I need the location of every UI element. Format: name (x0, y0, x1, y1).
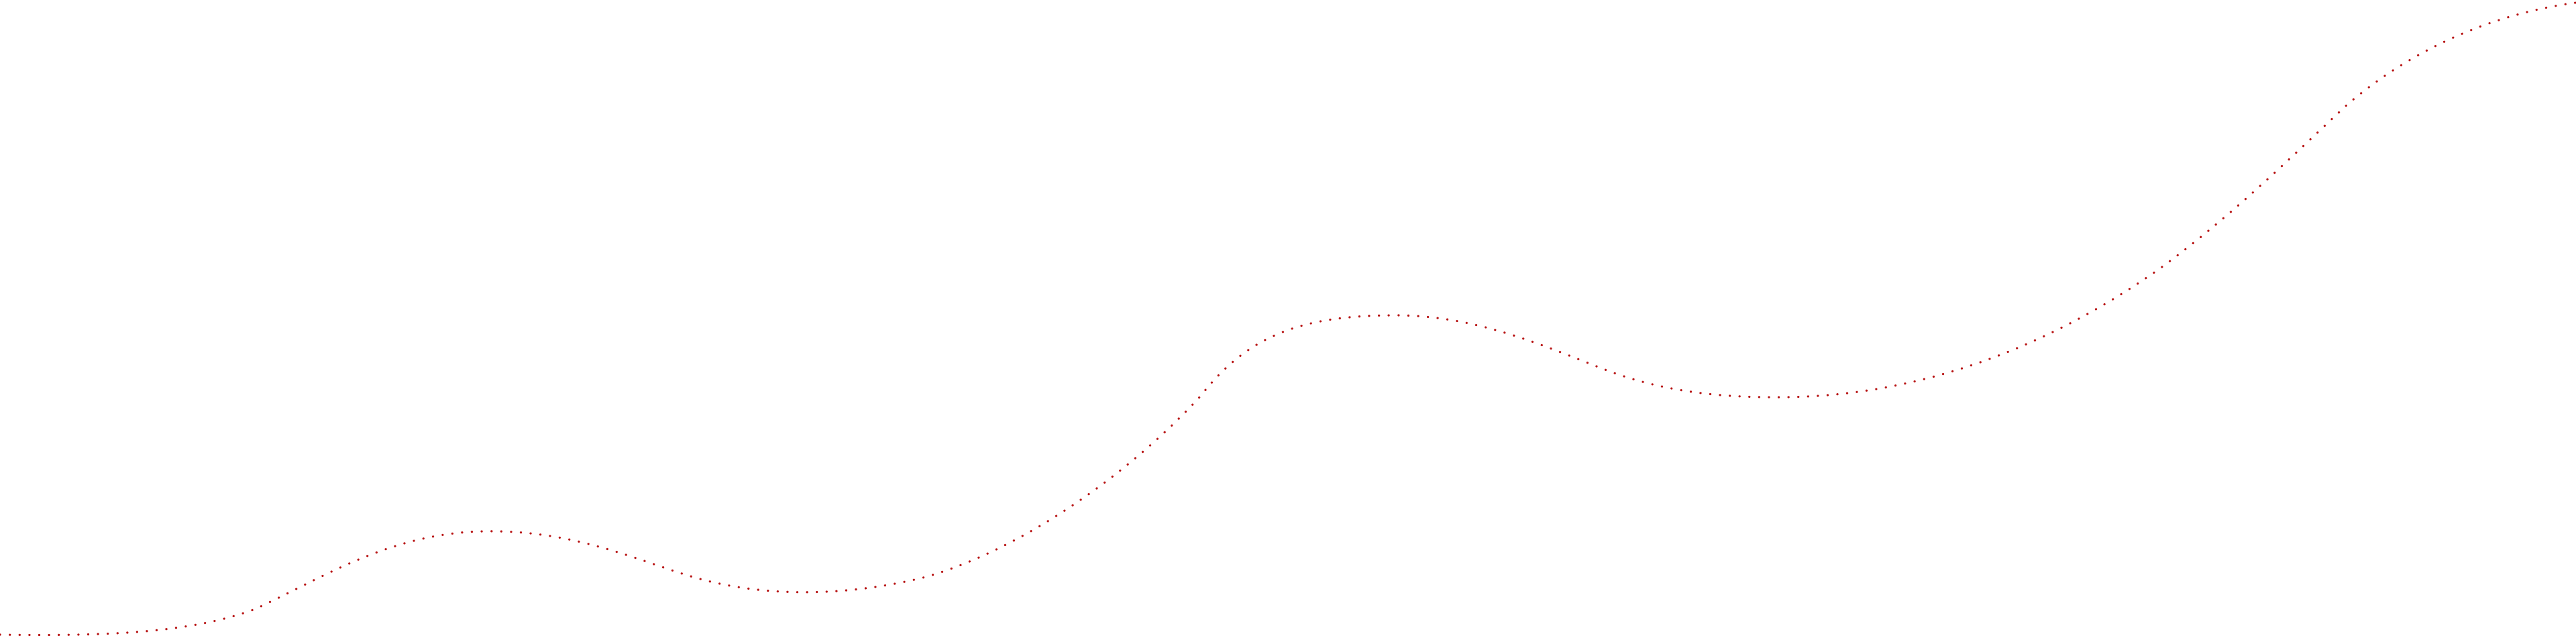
decorative-wave-graphic (0, 1, 2576, 637)
dotted-wave-line (0, 1, 2576, 637)
canvas (0, 1, 2576, 637)
